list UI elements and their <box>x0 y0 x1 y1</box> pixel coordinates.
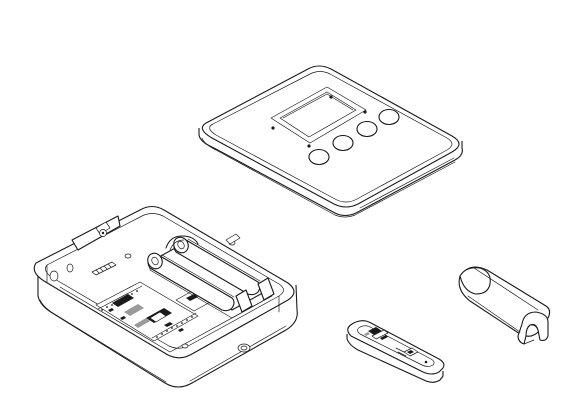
button-3 <box>356 120 378 138</box>
display-screen <box>279 91 357 138</box>
battery-cell-1 <box>147 252 235 312</box>
pin-header <box>91 261 117 276</box>
button-1 <box>308 148 330 166</box>
button-4 <box>378 108 400 126</box>
button-2 <box>332 134 354 152</box>
